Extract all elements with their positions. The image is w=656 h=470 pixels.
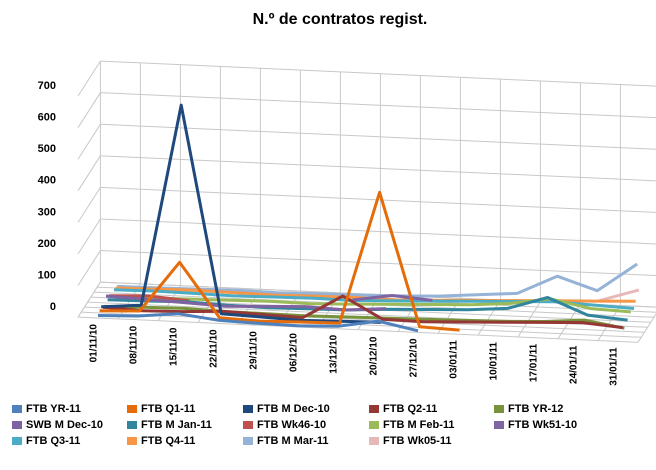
grid-line: [77, 123, 101, 160]
grid-line: [100, 250, 656, 277]
legend-label: FTB M Dec-10: [257, 403, 330, 415]
legend-label: FTB Q2-11: [383, 403, 437, 415]
legend-swatch: [243, 421, 253, 429]
series-line: [352, 294, 433, 302]
legend-label: FTB YR-11: [26, 403, 81, 415]
legend-swatch: [494, 421, 504, 429]
x-tick-label: 22/11/10: [209, 329, 220, 368]
legend-swatch: [12, 405, 22, 413]
x-tick-label: 10/01/11: [489, 342, 500, 381]
x-tick-label: 31/01/11: [609, 347, 620, 386]
series-line: [598, 288, 640, 303]
series-line: [102, 294, 623, 330]
x-tick-label: 13/12/10: [329, 334, 340, 373]
legend-swatch: [12, 437, 22, 445]
legend-swatch: [369, 421, 379, 429]
y-tick-label: 300: [38, 206, 56, 218]
legend-swatch: [369, 437, 379, 445]
grid-line: [77, 250, 101, 286]
legend-swatch: [243, 405, 253, 413]
x-tick-label: 29/11/10: [249, 331, 260, 370]
series-line: [101, 103, 382, 324]
grid-line: [77, 92, 101, 128]
legend-label: FTB Wk05-11: [383, 435, 451, 447]
y-tick-label: 400: [38, 175, 56, 187]
series-line: [109, 294, 190, 303]
legend-label: FTB M Jan-11: [141, 419, 212, 431]
grid-line: [100, 155, 656, 182]
legend-label: FTB Wk46-10: [257, 419, 326, 431]
x-tick-label: 06/12/10: [289, 333, 300, 372]
series-line: [105, 294, 387, 312]
floor-line: [77, 281, 101, 318]
x-tick-label: 15/11/10: [169, 327, 180, 366]
chart-title: N.º de contratos regist.: [253, 11, 428, 28]
grid-line: [77, 155, 101, 192]
legend-swatch: [127, 437, 137, 445]
legend-label: SWB M Dec-10: [26, 419, 103, 431]
grid-line: [77, 60, 101, 97]
grid-line: [100, 123, 656, 150]
grid-line: [77, 218, 101, 255]
grid-line: [77, 187, 101, 223]
legend-label: FTB M Mar-11: [257, 435, 329, 447]
floor-line: [77, 316, 639, 343]
x-tick-label: 24/01/11: [569, 345, 580, 384]
legend-swatch: [127, 421, 137, 429]
grid-line: [100, 60, 656, 87]
legend-label: FTB Q4-11: [141, 435, 195, 447]
y-tick-label: 0: [50, 301, 56, 313]
legend-label: FTB YR-12: [508, 403, 563, 415]
y-tick-label: 500: [38, 143, 56, 155]
y-tick-label: 700: [38, 80, 56, 92]
x-tick-label: 20/12/10: [369, 336, 380, 375]
floor-line: [477, 299, 501, 336]
series-line: [97, 312, 419, 333]
series-line: [117, 262, 639, 298]
floor-line: [517, 301, 541, 338]
x-tick-label: 17/01/11: [529, 343, 540, 382]
x-tick-label: 03/01/11: [449, 340, 460, 379]
y-tick-label: 600: [38, 112, 56, 124]
legend-swatch: [243, 437, 253, 445]
y-tick-label: 100: [38, 269, 56, 281]
x-tick-label: 08/11/10: [129, 325, 140, 364]
x-tick-label: 27/12/10: [409, 338, 420, 377]
legend-label: FTB Q1-11: [141, 403, 195, 415]
y-tick-label: 200: [38, 238, 56, 250]
legend-label: FTB Q3-11: [26, 435, 80, 447]
legend-label: FTB Wk51-10: [508, 419, 577, 431]
legend-swatch: [369, 405, 379, 413]
legend-swatch: [12, 421, 22, 429]
floor-line: [637, 313, 656, 343]
legend-swatch: [494, 405, 504, 413]
series-line: [99, 190, 460, 332]
grid-line: [100, 218, 656, 245]
legend-swatch: [127, 405, 137, 413]
x-tick-label: 01/11/10: [89, 324, 100, 363]
legend-label: FTB M Feb-11: [383, 419, 455, 431]
